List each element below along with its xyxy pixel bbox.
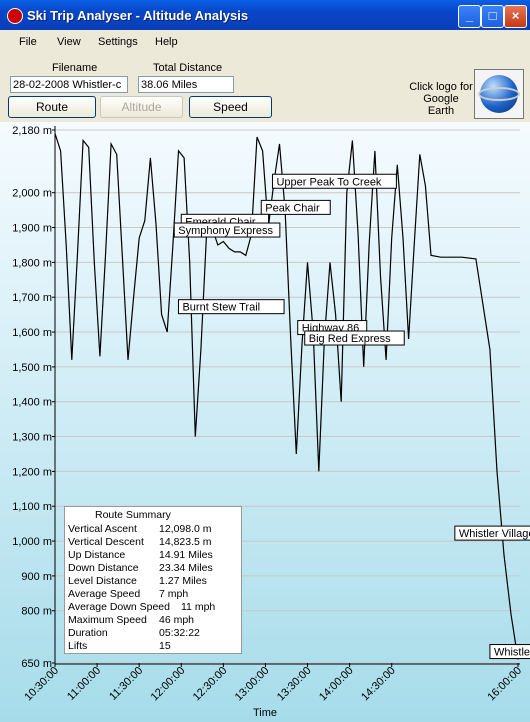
y-tick-label: 900 m (21, 571, 52, 583)
summary-row-value: 14.91 Miles (159, 549, 213, 561)
annotation-label: Big Red Express (304, 330, 405, 346)
maximize-button[interactable]: □ (481, 5, 504, 28)
total-distance-label: Total Distance (153, 62, 223, 74)
summary-row-label: Average Speed (68, 588, 141, 600)
y-tick-label: 1,200 m (12, 466, 52, 478)
route-summary: Route Summary Vertical Ascent 12,098.0 m V… (64, 506, 242, 654)
y-tick-label: 1,900 m (12, 223, 52, 235)
google-earth-hint: Click logo for Google Earth (409, 81, 473, 117)
total-distance-field[interactable]: 38.06 Miles (138, 76, 234, 93)
altitude-chart: 2,180 m 2,000 m 1,900 m 1,800 m 1,700 m 1,600… (0, 122, 530, 722)
y-tick-label: 1,400 m (12, 397, 52, 409)
svg-text:Whistler Village: Whistler Village (494, 647, 530, 659)
x-axis-title: Time (253, 707, 277, 719)
route-summary-title: Route Summary (95, 509, 171, 521)
altitude-button[interactable]: Altitude (100, 96, 183, 118)
google-earth-hint-line1: Click logo for (409, 81, 473, 93)
title-bar: Ski Trip Analyser - Altitude Analysis _ … (0, 0, 530, 30)
app-icon (7, 8, 23, 24)
summary-row-label: Vertical Descent (68, 536, 144, 548)
y-tick-label: 1,100 m (12, 501, 52, 513)
altitude-series-line (54, 133, 519, 660)
svg-text:Upper Peak To Creek: Upper Peak To Creek (276, 176, 381, 188)
y-tick-label: 1,600 m (12, 327, 52, 339)
y-tick-label: 2,000 m (12, 188, 52, 200)
summary-row-value: 1.27 Miles (159, 575, 207, 587)
y-tick-label: 800 m (21, 606, 52, 618)
menu-file[interactable]: File (19, 36, 37, 48)
menu-bar: File View Settings Help (0, 30, 530, 52)
y-tick-label: 650 m (21, 658, 52, 670)
summary-row-label: Lifts (68, 640, 88, 652)
summary-row-label: Down Distance (68, 562, 139, 574)
y-tick-label: 1,500 m (12, 362, 52, 374)
svg-text:Big Red Express: Big Red Express (309, 333, 391, 345)
summary-row-label: Average Down Speed (68, 601, 170, 613)
menu-settings[interactable]: Settings (98, 36, 138, 48)
speed-button[interactable]: Speed (189, 96, 272, 118)
annotation-label: Whistler Village Gondola (Download) (454, 525, 530, 541)
svg-text:Burnt Stew Trail: Burnt Stew Trail (182, 302, 260, 314)
y-axis-ticks: 2,180 m 2,000 m 1,900 m 1,800 m 1,700 m 1,600… (12, 125, 55, 670)
window-title: Ski Trip Analyser - Altitude Analysis (27, 8, 249, 23)
annotation-label: Whistler Village (489, 644, 530, 660)
filename-field[interactable]: 28-02-2008 Whistler-c (10, 76, 128, 93)
menu-help[interactable]: Help (155, 36, 178, 48)
menu-view[interactable]: View (57, 36, 81, 48)
summary-row-value: 14,823.5 m (159, 536, 212, 548)
close-button[interactable]: × (504, 5, 527, 28)
annotation-label: Peak Chair (260, 199, 331, 215)
y-tick-label: 1,800 m (12, 257, 52, 269)
summary-row-value: 23.34 Miles (159, 562, 213, 574)
summary-row-value: 15 (159, 640, 171, 652)
y-tick-label: 2,180 m (12, 125, 52, 137)
summary-row-value: 7 mph (159, 588, 189, 600)
svg-text:Symphony Express: Symphony Express (178, 225, 273, 237)
google-earth-hint-line2: Google Earth (423, 93, 459, 117)
y-tick-label: 1,300 m (12, 432, 52, 444)
y-tick-label: 1,700 m (12, 292, 52, 304)
google-earth-ring-icon (478, 87, 520, 101)
annotation-label: Upper Peak To Creek (271, 173, 397, 189)
minimize-button[interactable]: _ (458, 5, 481, 28)
annotation-label: Symphony Express (173, 222, 281, 238)
summary-row-value: 11 mph (181, 601, 216, 613)
summary-row-label: Level Distance (68, 575, 137, 587)
summary-row-label: Vertical Ascent (68, 523, 137, 535)
summary-row-label: Maximum Speed (68, 614, 147, 626)
filename-label: Filename (52, 62, 98, 74)
google-earth-logo-button[interactable] (474, 69, 524, 119)
svg-text:Peak Chair: Peak Chair (265, 202, 320, 214)
svg-text:Whistler Village Gondola (Down: Whistler Village Gondola (Download) (459, 528, 530, 540)
summary-row-label: Duration (68, 627, 108, 639)
summary-row-value: 05:32:22 (159, 627, 200, 639)
annotation-label: Burnt Stew Trail (177, 299, 285, 315)
route-button[interactable]: Route (8, 96, 96, 118)
summary-row-value: 46 mph (159, 614, 195, 626)
summary-row-label: Up Distance (68, 549, 126, 561)
summary-row-value: 12,098.0 m (159, 523, 212, 535)
y-tick-label: 1,000 m (12, 536, 52, 548)
